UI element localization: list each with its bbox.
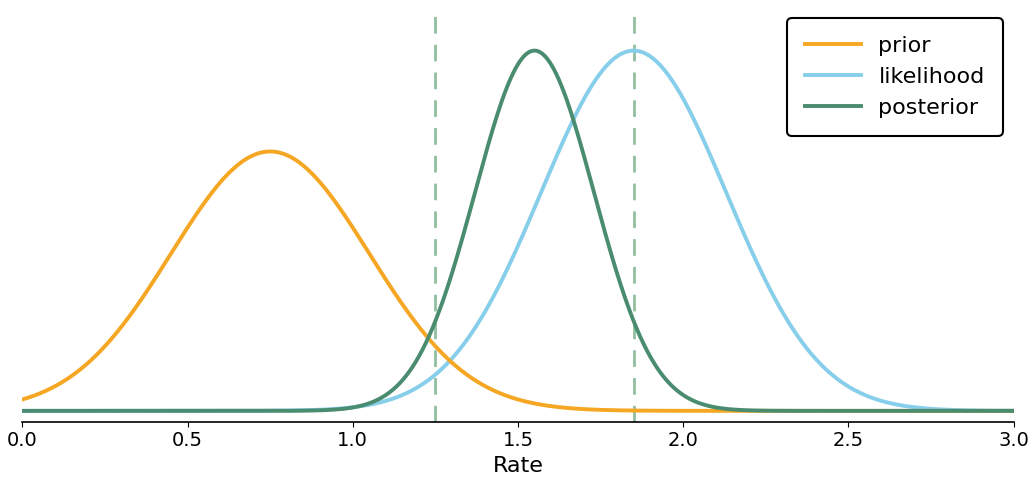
likelihood [545, 167, 557, 172]
likelihood [914, 405, 926, 411]
posterior [914, 408, 926, 414]
Legend: prior, likelihood, posterior: prior, likelihood, posterior [787, 18, 1003, 136]
prior [545, 403, 557, 409]
prior [264, 149, 277, 155]
prior [12, 398, 25, 403]
posterior [528, 48, 541, 54]
prior [914, 408, 926, 414]
Line: posterior: posterior [0, 51, 1036, 411]
posterior [12, 408, 25, 414]
posterior [545, 62, 557, 68]
Line: prior: prior [0, 152, 1036, 411]
likelihood [12, 408, 25, 414]
posterior [512, 61, 524, 67]
Line: likelihood: likelihood [0, 51, 1036, 411]
likelihood [628, 48, 640, 54]
prior [513, 397, 525, 403]
likelihood [512, 242, 524, 248]
X-axis label: Rate: Rate [492, 456, 544, 476]
